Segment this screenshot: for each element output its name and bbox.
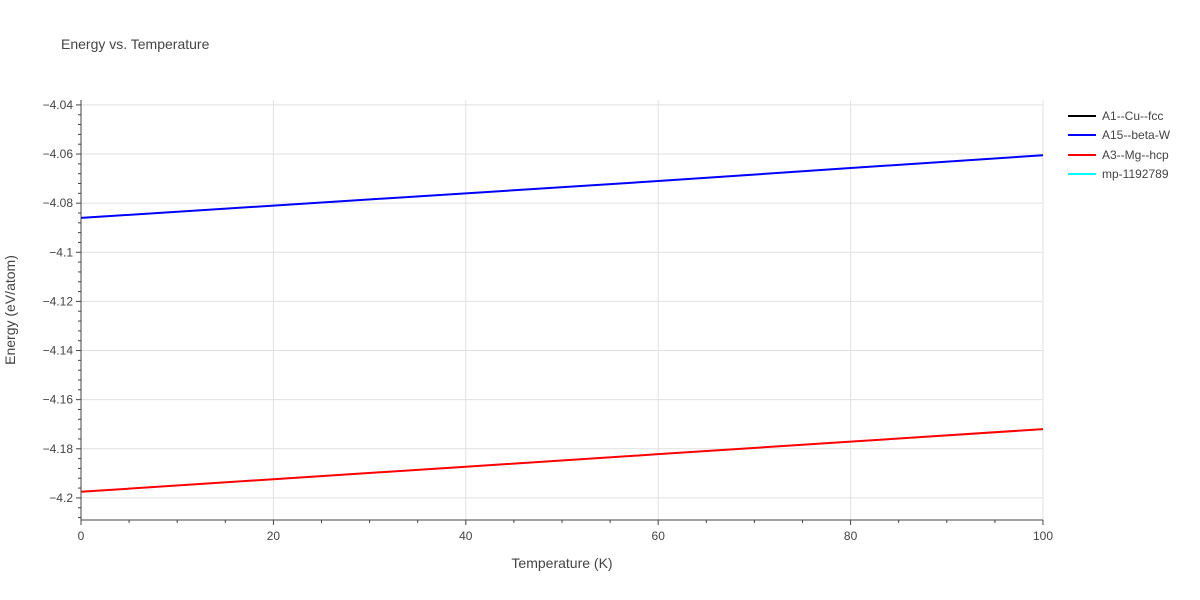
legend: A1--Cu--fcc A15--beta-W A3--Mg--hcp mp-1192… xyxy=(1068,106,1170,184)
legend-item[interactable]: A15--beta-W xyxy=(1068,126,1170,146)
x-tick-label: 20 xyxy=(267,529,281,543)
chart-title: Energy vs. Temperature xyxy=(61,36,210,52)
x-tick-label: 60 xyxy=(652,529,666,543)
legend-swatch xyxy=(1068,134,1096,137)
legend-item[interactable]: A1--Cu--fcc xyxy=(1068,106,1170,126)
legend-label: A15--beta-W xyxy=(1102,128,1171,143)
grid-lines xyxy=(81,100,1044,520)
x-tick-label: 40 xyxy=(459,529,473,543)
y-axis-label: Energy (eV/atom) xyxy=(2,255,18,365)
legend-label: A1--Cu--fcc xyxy=(1102,108,1164,123)
y-tick-label: −4.06 xyxy=(43,147,74,161)
legend-label: mp-1192789 xyxy=(1102,167,1169,182)
y-tick-label: −4.18 xyxy=(43,442,74,456)
legend-swatch xyxy=(1068,173,1096,176)
legend-item[interactable]: mp-1192789 xyxy=(1068,165,1170,185)
x-tick-label: 0 xyxy=(78,529,85,543)
legend-swatch xyxy=(1068,114,1096,117)
y-tick-label: −4.14 xyxy=(43,344,74,358)
y-tick-label: −4.2 xyxy=(49,491,73,505)
legend-swatch xyxy=(1068,153,1096,156)
x-axis-label: Temperature (K) xyxy=(511,555,612,571)
series-line-A3--Mg--hcp xyxy=(80,428,1044,493)
x-tick-label: 100 xyxy=(1033,529,1053,543)
series-layer xyxy=(80,154,1044,493)
axes: 0 20 40 60 80 100 −4.04 −4.06 −4.08 −4.1 −4.12 −4.1… xyxy=(43,98,1054,543)
y-tick-label: −4.04 xyxy=(43,98,74,112)
legend-label: A3--Mg--hcp xyxy=(1102,147,1169,162)
legend-item[interactable]: A3--Mg--hcp xyxy=(1068,145,1170,165)
y-tick-label: −4.12 xyxy=(43,294,74,308)
y-tick-label: −4.16 xyxy=(43,393,74,407)
series-line-A15--beta-W xyxy=(80,154,1044,219)
y-tick-label: −4.08 xyxy=(43,196,74,210)
x-tick-label: 80 xyxy=(844,529,858,543)
y-tick-label: −4.1 xyxy=(49,245,73,259)
